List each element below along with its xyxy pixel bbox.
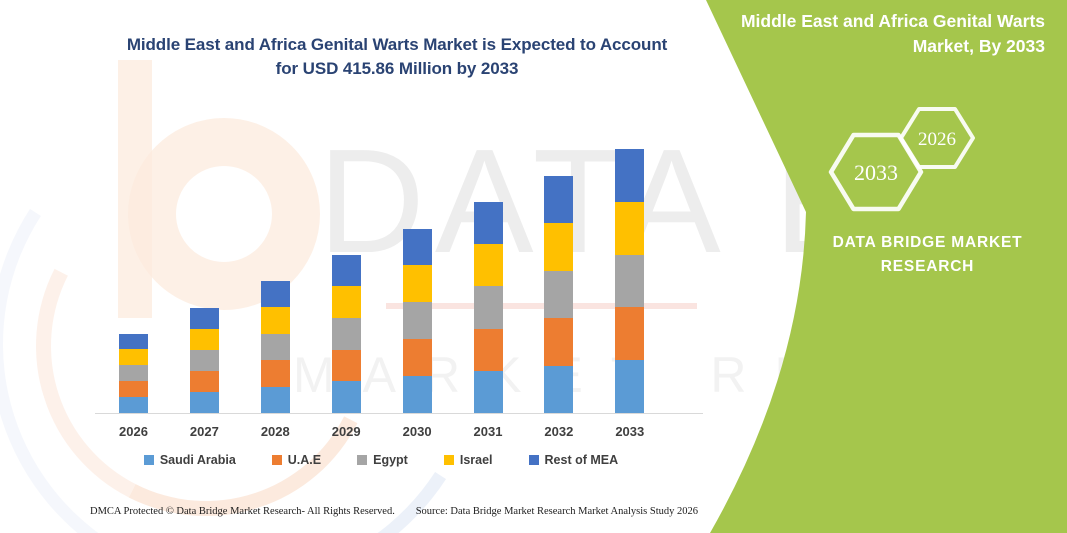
bar-segment-rest-of-mea-2033	[615, 149, 645, 202]
x-axis-label-2028: 2028	[260, 424, 290, 439]
bar-segment-rest-of-mea-2028	[260, 281, 290, 308]
bar-segment-u-a-e-2027	[189, 370, 219, 392]
watermark-red-underline	[386, 303, 697, 309]
brand-name-line1: DATA BRIDGE MARKET	[832, 234, 1023, 251]
bar-segment-u-a-e-2032	[544, 318, 574, 366]
bar-segment-egypt-2032	[544, 270, 574, 318]
bar-segment-egypt-2030	[402, 302, 432, 340]
bar-segment-egypt-2033	[615, 254, 645, 308]
bar-2027	[189, 307, 219, 413]
bar-2028	[260, 281, 290, 413]
bar-segment-saudi-arabia-2030	[402, 376, 432, 413]
bar-segment-rest-of-mea-2032	[544, 175, 574, 223]
bar-segment-israel-2033	[615, 201, 645, 255]
legend-item-saudi-arabia: Saudi Arabia	[143, 453, 236, 467]
legend-swatch-icon	[357, 455, 368, 465]
bar-segment-saudi-arabia-2029	[331, 381, 361, 413]
bar-2032	[544, 175, 574, 413]
bar-segment-israel-2031	[473, 244, 503, 287]
bar-segment-israel-2026	[119, 349, 148, 366]
bar-segment-u-a-e-2030	[402, 339, 432, 377]
bar-segment-saudi-arabia-2033	[615, 360, 645, 413]
legend-label: Rest of MEA	[544, 453, 619, 467]
page-title: Middle East and Africa Genital Warts Mar…	[62, 33, 732, 81]
bar-segment-u-a-e-2031	[473, 328, 503, 371]
page-title-line2: for USD 415.86 Million by 2033	[275, 59, 519, 78]
bar-segment-saudi-arabia-2026	[119, 397, 148, 413]
legend: Saudi Arabia U.A.E Egypt Israel Rest of MEA	[95, 453, 667, 467]
legend-item-u-a-e: U.A.E	[271, 453, 322, 467]
plot-area	[95, 140, 667, 414]
source-note: Source: Data Bridge Market Research Mark…	[415, 506, 698, 517]
legend-item-egypt: Egypt	[357, 453, 408, 467]
footer: DMCA Protected © Data Bridge Market Rese…	[90, 506, 698, 517]
bar-segment-israel-2028	[260, 307, 290, 334]
bar-2026	[119, 333, 148, 413]
bar-segment-u-a-e-2026	[119, 381, 148, 398]
bar-segment-u-a-e-2028	[260, 360, 290, 387]
x-axis-label-2031: 2031	[473, 424, 503, 439]
banner-title-line2: Market, By 2033	[912, 36, 1045, 56]
x-axis-label-2029: 2029	[331, 424, 361, 439]
bar-segment-rest-of-mea-2027	[189, 307, 219, 329]
x-axis-label-2033: 2033	[615, 424, 645, 439]
bar-segment-rest-of-mea-2031	[473, 202, 503, 245]
bar-segment-egypt-2028	[260, 333, 290, 361]
bar-segment-egypt-2031	[473, 286, 503, 329]
legend-swatch-icon	[443, 455, 454, 465]
bar-segment-egypt-2029	[331, 317, 361, 350]
x-axis-label-2026: 2026	[119, 424, 148, 439]
brand-name-line2: RESEARCH	[880, 258, 975, 275]
banner-title: Middle East and Africa Genital Warts Mar…	[715, 9, 1045, 59]
legend-label: U.A.E	[287, 453, 322, 467]
bar-segment-saudi-arabia-2032	[544, 365, 574, 413]
dmca-notice: DMCA Protected © Data Bridge Market Rese…	[90, 506, 395, 517]
legend-label: Egypt	[373, 453, 408, 467]
bar-segment-israel-2027	[189, 328, 219, 350]
brand-name: DATA BRIDGE MARKET RESEARCH	[795, 231, 1060, 279]
legend-swatch-icon	[528, 455, 539, 465]
bar-segment-rest-of-mea-2029	[331, 254, 361, 287]
bar-segment-u-a-e-2033	[615, 307, 645, 361]
page-title-line1: Middle East and Africa Genital Warts Mar…	[126, 35, 668, 54]
legend-label: Israel	[459, 453, 493, 467]
bar-segment-u-a-e-2029	[331, 349, 361, 382]
bar-2031	[473, 202, 503, 413]
bar-segment-egypt-2026	[119, 365, 148, 382]
bar-segment-saudi-arabia-2027	[189, 391, 219, 413]
bar-segment-rest-of-mea-2030	[402, 228, 432, 266]
bar-segment-saudi-arabia-2031	[473, 370, 503, 413]
bar-segment-egypt-2027	[189, 349, 219, 371]
bar-segment-israel-2030	[402, 265, 432, 303]
bar-segment-saudi-arabia-2028	[260, 386, 290, 413]
x-axis-labels: 2026 2027 2028 2029 2030 2031 2032 2033	[95, 424, 667, 442]
x-axis-label-2032: 2032	[544, 424, 574, 439]
x-axis-line	[95, 413, 703, 414]
legend-swatch-icon	[271, 455, 282, 465]
bar-segment-israel-2032	[544, 223, 574, 271]
legend-swatch-icon	[143, 455, 154, 465]
legend-item-rest-of-mea: Rest of MEA	[528, 453, 619, 467]
x-axis-label-2027: 2027	[189, 424, 219, 439]
legend-label: Saudi Arabia	[159, 453, 236, 467]
bar-segment-rest-of-mea-2026	[119, 333, 148, 350]
bar-segment-israel-2029	[331, 286, 361, 318]
banner-title-line1: Middle East and Africa Genital Warts	[740, 11, 1045, 31]
legend-item-israel: Israel	[443, 453, 493, 467]
x-axis-label-2030: 2030	[402, 424, 432, 439]
bar-2030	[402, 228, 432, 413]
bar-2033	[615, 149, 645, 413]
bar-2029	[331, 254, 361, 413]
